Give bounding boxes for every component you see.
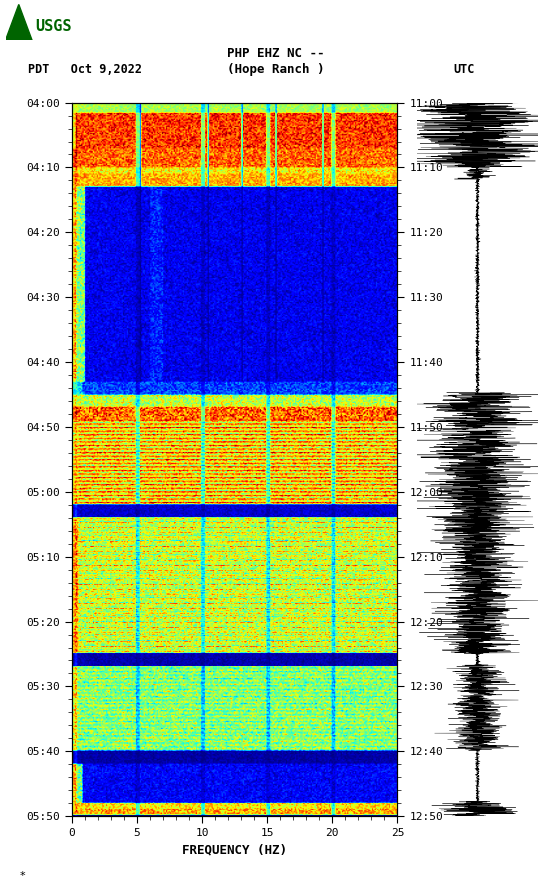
Text: PDT   Oct 9,2022: PDT Oct 9,2022 — [28, 63, 142, 76]
Text: UTC: UTC — [453, 63, 474, 76]
Polygon shape — [6, 4, 32, 40]
X-axis label: FREQUENCY (HZ): FREQUENCY (HZ) — [182, 844, 287, 856]
Text: PHP EHZ NC --: PHP EHZ NC -- — [227, 47, 325, 60]
Text: *: * — [19, 871, 25, 881]
Text: USGS: USGS — [35, 20, 72, 34]
Text: (Hope Ranch ): (Hope Ranch ) — [227, 63, 325, 76]
